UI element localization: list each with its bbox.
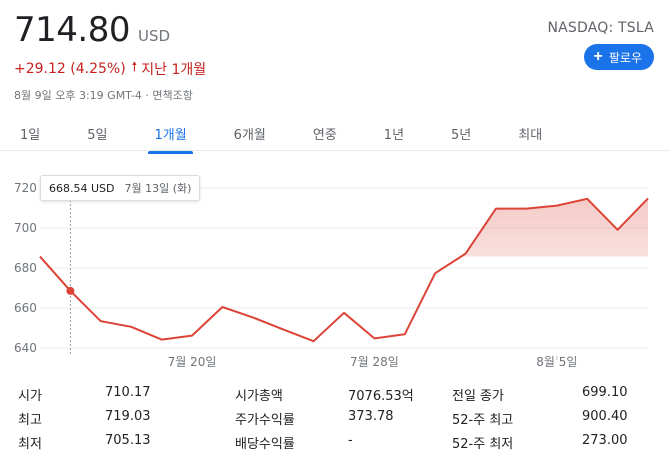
y-tick-label: 680 — [14, 261, 37, 275]
tab-1y[interactable]: 1년 — [383, 128, 405, 143]
period-label: 지난 1개월 — [141, 62, 207, 78]
tab-1d[interactable]: 1일 — [20, 128, 41, 143]
y-tick-label: 700 — [14, 221, 37, 235]
stat-label-market-cap: 시가총액 — [235, 389, 283, 404]
x-tick-label: 7월 20일 — [168, 355, 217, 369]
arrow-up-icon: 🠕 — [131, 60, 138, 75]
stat-value-pe: 373.78 — [348, 409, 394, 424]
tab-6m[interactable]: 6개월 — [233, 128, 266, 143]
stat-value-low: 705.13 — [105, 433, 151, 448]
stat-value-market-cap: 7076.53억 — [348, 389, 414, 404]
tooltip-date: 7월 13일 (화) — [124, 182, 192, 195]
x-tick-label: 8월 5일 — [536, 355, 577, 369]
price-row: 714.80 USD — [14, 10, 170, 50]
stat-value-prev-close: 699.10 — [582, 385, 628, 400]
stat-label-div-yield: 배당수익률 — [235, 437, 295, 452]
plus-icon: + — [593, 48, 603, 65]
chart-tooltip: 668.54 USD 7월 13일 (화) — [40, 175, 201, 201]
currency-label: USD — [137, 27, 171, 45]
tab-5y[interactable]: 5년 — [451, 128, 472, 143]
tooltip-value: 668.54 USD — [49, 181, 115, 195]
tab-5d[interactable]: 5일 — [87, 128, 108, 143]
stats-table: 시가 710.17 시가총액 7076.53억 전일 종가 699.10 최고 … — [18, 385, 658, 452]
x-axis-labels: 7월 20일 7월 28일 8월 5일 — [168, 355, 578, 369]
y-axis-labels: 640 660 680 700 720 — [14, 181, 37, 355]
hover-point — [66, 286, 75, 295]
follow-label: 팔로우 — [608, 50, 642, 65]
tab-ytd[interactable]: 연중 — [312, 128, 337, 143]
price-change: +29.12 (4.25%) — [14, 61, 126, 77]
stat-label-low: 최저 — [18, 437, 42, 452]
y-tick-label: 660 — [14, 301, 37, 315]
y-tick-label: 640 — [14, 341, 37, 355]
tab-max[interactable]: 최대 — [518, 128, 543, 143]
price-line — [39, 197, 649, 343]
stat-label-prev-close: 전일 종가 — [452, 389, 504, 404]
price-chart[interactable]: 640 660 680 700 720 7월 20일 7월 28일 8월 5일 — [0, 160, 670, 375]
timestamp: 8월 9일 오후 3:19 GMT-4 · 면책조항 — [14, 89, 193, 102]
change-row: +29.12 (4.25%) 🠕 지난 1개월 — [14, 58, 206, 80]
y-tick-label: 720 — [14, 181, 37, 195]
stat-value-52w-low: 273.00 — [582, 433, 628, 448]
stat-label-pe: 주가수익률 — [235, 413, 295, 428]
stat-label-52w-low: 52-주 최저 — [452, 437, 514, 452]
follow-button[interactable]: + 팔로우 — [583, 44, 654, 70]
stat-value-open: 710.17 — [105, 385, 151, 400]
ticker-symbol: NASDAQ: TSLA — [547, 20, 654, 36]
stat-label-open: 시가 — [18, 389, 42, 404]
x-tick-label: 7월 28일 — [350, 355, 399, 369]
range-tabs: 1일 5일 1개월 6개월 연중 1년 5년 최대 — [14, 120, 583, 154]
stat-label-high: 최고 — [18, 413, 42, 428]
area-fill — [40, 198, 648, 257]
stat-value-div-yield: - — [348, 433, 353, 448]
tab-1m[interactable]: 1개월 — [148, 120, 193, 154]
stat-label-52w-high: 52-주 최고 — [452, 413, 514, 428]
tab-divider — [0, 150, 670, 151]
stock-price: 714.80 — [14, 10, 130, 50]
stat-value-high: 719.03 — [105, 409, 151, 424]
stat-value-52w-high: 900.40 — [582, 409, 628, 424]
